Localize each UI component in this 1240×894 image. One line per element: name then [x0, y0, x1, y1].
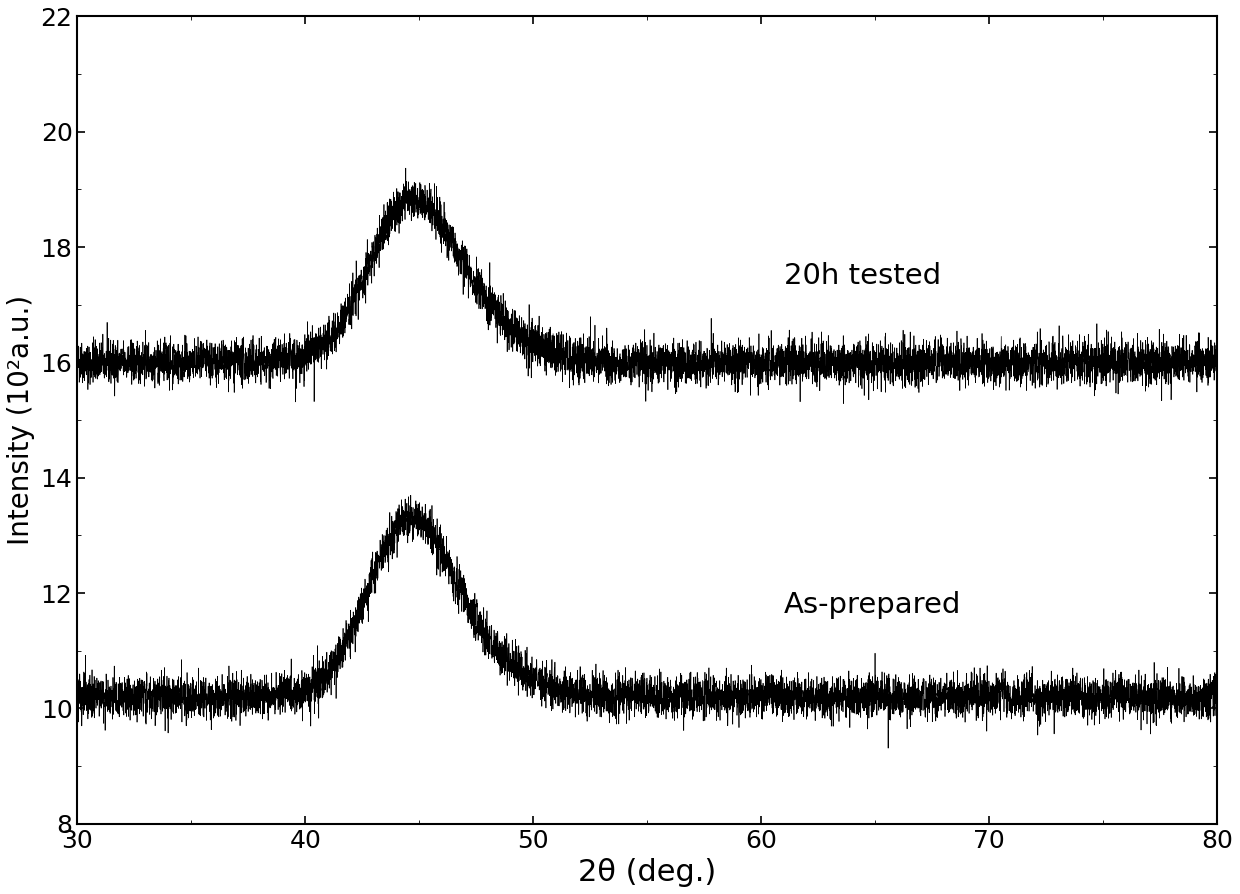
Text: 20h tested: 20h tested — [784, 262, 941, 290]
Text: As-prepared: As-prepared — [784, 591, 961, 619]
Y-axis label: Intensity (10²a.u.): Intensity (10²a.u.) — [7, 295, 35, 545]
X-axis label: 2θ (deg.): 2θ (deg.) — [578, 858, 717, 887]
